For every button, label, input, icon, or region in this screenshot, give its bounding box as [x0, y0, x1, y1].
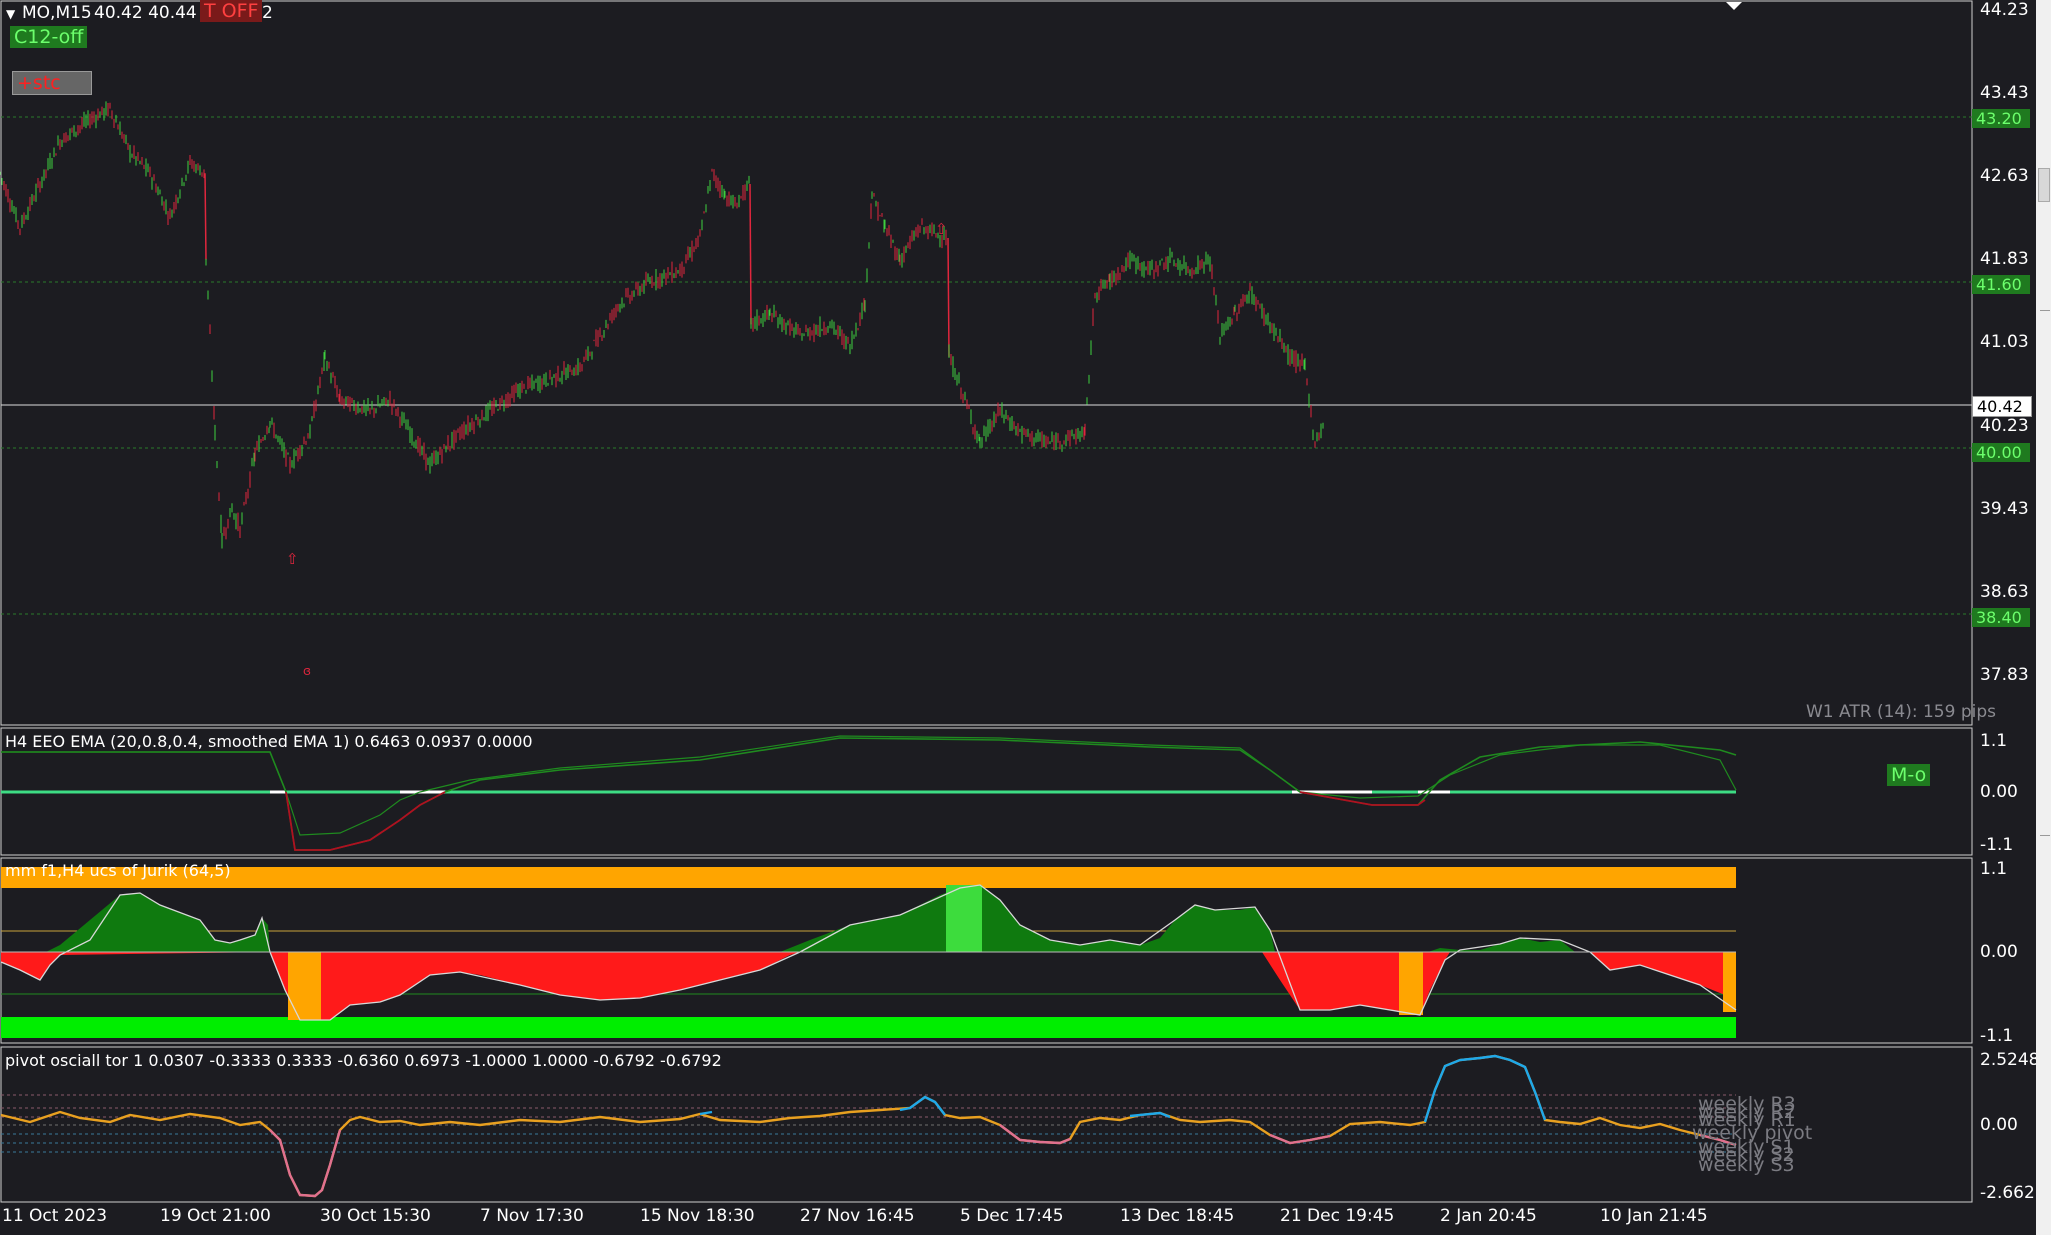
weekly-s2-label: weekly S2	[1698, 1144, 1795, 1166]
price-gap-line	[204, 173, 207, 260]
weekly-s3-label: weekly S3	[1698, 1154, 1795, 1176]
time-tick: 7 Nov 17:30	[480, 1206, 584, 1226]
eeo-tick: -1.1	[1980, 835, 2014, 855]
eeo-tick: 0.00	[1980, 782, 2018, 802]
atr-label: W1 ATR (14): 159 pips	[1806, 702, 1996, 722]
price-gap-line	[749, 184, 752, 325]
level-tag: 40.00	[1972, 443, 2030, 462]
time-tick: 15 Nov 18:30	[640, 1206, 755, 1226]
price-tick: 41.03	[1980, 332, 2029, 352]
price-tick: 43.43	[1980, 83, 2029, 103]
current-price-tag: 40.42	[1972, 396, 2032, 417]
weekly-pivot-label: weekly pivot	[1692, 1122, 1813, 1144]
scrollbar-tick	[2040, 835, 2050, 836]
scrollbar-tick	[2040, 310, 2050, 311]
level-tag: 43.20	[1972, 109, 2030, 128]
price-tick: 37.83	[1980, 665, 2029, 685]
mode-toggle-button[interactable]: M-o	[1887, 764, 1931, 786]
time-tick: 19 Oct 21:00	[160, 1206, 271, 1226]
weekly-r3-label: weekly R3	[1698, 1093, 1796, 1115]
price-tick: 44.23	[1980, 0, 2029, 20]
up-arrow-marker: ⇧	[935, 220, 948, 238]
jurik-tick: -1.1	[1980, 1026, 2014, 1046]
symbol-menu-icon[interactable]: ▼	[6, 7, 16, 21]
time-tick: 5 Dec 17:45	[960, 1206, 1064, 1226]
quote-label: 40.42 40.44 40	[94, 3, 224, 23]
eeo-indicator	[1, 735, 1737, 851]
vertical-scrollbar[interactable]	[2036, 0, 2051, 1235]
price-tick: 39.43	[1980, 499, 2029, 519]
time-tick: 13 Dec 18:45	[1120, 1206, 1235, 1226]
time-tick: 30 Oct 15:30	[320, 1206, 431, 1226]
stc-toggle-button[interactable]: +stc	[12, 71, 92, 95]
price-series	[0, 101, 1324, 549]
scrollbar-thumb[interactable]	[2038, 168, 2050, 202]
pivot-tick: -2.6625	[1980, 1183, 2046, 1203]
price-tick: 42.63	[1980, 166, 2029, 186]
weekly-r2-label: weekly R2	[1698, 1101, 1796, 1123]
time-tick: 11 Oct 2023	[2, 1206, 108, 1226]
price-gap-line	[947, 238, 950, 357]
time-tick: 21 Dec 19:45	[1280, 1206, 1395, 1226]
shift-marker-icon[interactable]	[1726, 2, 1742, 10]
level-lines	[1, 116, 1972, 615]
level-tag: 38.40	[1972, 608, 2030, 627]
level-tag: 41.60	[1972, 275, 2030, 294]
jurik-panel-frame	[0, 857, 1973, 1044]
time-tick: 10 Jan 21:45	[1600, 1206, 1708, 1226]
quote-tail: 2	[262, 3, 273, 23]
time-tick: 27 Nov 16:45	[800, 1206, 915, 1226]
price-tick: 40.23	[1980, 416, 2029, 436]
c12-toggle-button[interactable]: C12-off	[10, 26, 88, 48]
pivot-title: pivot osciall tor 1 0.0307 -0.3333 0.333…	[5, 1051, 722, 1070]
weekly-s1-label: weekly S1	[1698, 1136, 1795, 1158]
price-tick: 41.83	[1980, 249, 2029, 269]
up-arrow-marker: ⇧	[286, 550, 299, 568]
symbol-label: MO,M15	[22, 3, 92, 23]
pivot-tick: 0.00	[1980, 1115, 2018, 1135]
time-tick: 2 Jan 20:45	[1440, 1206, 1537, 1226]
main-panel-frame	[0, 0, 1973, 726]
jurik-title: mm f1,H4 ucs of Jurik (64,5)	[5, 861, 231, 880]
eeo-title: H4 EEO EMA (20,0.8,0.4, smoothed EMA 1) …	[5, 732, 533, 751]
jurik-tick: 1.1	[1980, 859, 2008, 879]
eeo-tick: 1.1	[1980, 731, 2008, 751]
weekly-r1-label: weekly R1	[1698, 1109, 1796, 1131]
jurik-indicator	[0, 867, 1737, 1038]
jurik-tick: 0.00	[1980, 942, 2018, 962]
pivot-oscillator	[0, 1054, 1737, 1198]
trade-toggle-button[interactable]: T OFF	[200, 0, 263, 22]
small-marker: ɞ	[303, 664, 311, 678]
price-tick: 38.63	[1980, 582, 2029, 602]
pivot-tick: 2.5248	[1980, 1050, 2040, 1070]
